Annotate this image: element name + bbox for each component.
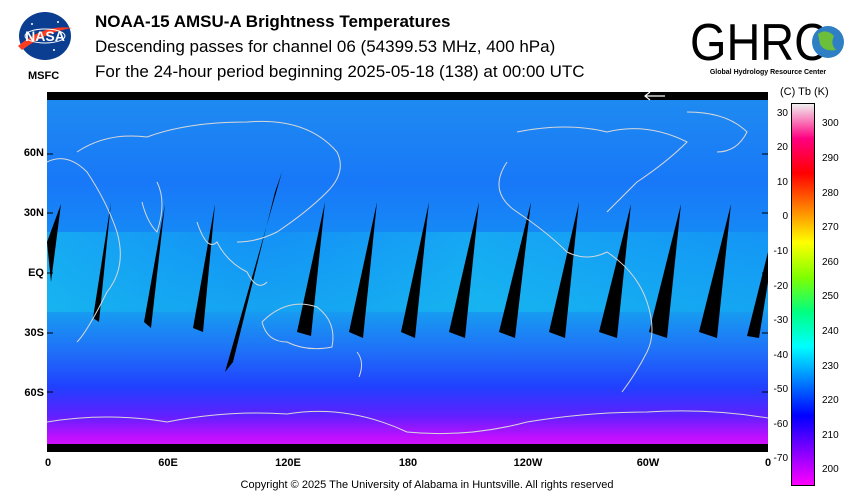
kelvin-label: 300 [822, 118, 839, 129]
lon-label: 120W [513, 457, 543, 469]
celsius-label: -30 [773, 315, 788, 326]
lat-label: 30S [24, 327, 44, 339]
kelvin-label: 210 [822, 430, 839, 441]
chart-period: For the 24-hour period beginning 2025-05… [95, 62, 585, 81]
swath-gaps [47, 172, 768, 372]
ghrc-logo-text: GHRC [690, 14, 828, 72]
ghrc-subtitle: Global Hydrology Resource Center [710, 69, 827, 76]
celsius-label: 10 [776, 177, 788, 188]
chart-title: NOAA-15 AMSU-A Brightness Temperatures [95, 12, 451, 31]
kelvin-label: 250 [822, 291, 839, 302]
nasa-logo: NASA [18, 12, 72, 60]
celsius-label: -20 [773, 281, 788, 292]
kelvin-label: 290 [822, 153, 839, 164]
celsius-label: -50 [773, 384, 788, 395]
celsius-label: -70 [773, 453, 788, 464]
colorbar-title: (C) Tb (K) [780, 86, 829, 98]
celsius-label: -40 [773, 350, 788, 361]
celsius-label: 0 [782, 211, 788, 222]
ghrc-logo: GHRC Global Hydrology Resource Center [690, 14, 844, 76]
arrow-icon [644, 92, 665, 101]
celsius-label: 30 [776, 108, 788, 119]
colorbar [791, 103, 815, 486]
msfc-label: MSFC [28, 70, 60, 82]
kelvin-label: 220 [822, 395, 839, 406]
kelvin-label: 280 [822, 188, 839, 199]
brightness-temperature-map [47, 92, 768, 452]
lon-label: 0 [44, 457, 52, 469]
kelvin-label: 240 [822, 326, 839, 337]
celsius-label: -10 [773, 246, 788, 257]
coastlines [47, 111, 768, 435]
lon-label: 60E [158, 457, 178, 469]
lat-label: 30N [23, 207, 44, 219]
kelvin-label: 230 [822, 361, 839, 372]
lat-label: EQ [28, 267, 44, 279]
kelvin-label: 200 [822, 464, 839, 475]
kelvin-label: 260 [822, 257, 839, 268]
copyright-notice: Copyright © 2025 The University of Alaba… [240, 479, 614, 491]
celsius-label: 20 [776, 142, 788, 153]
celsius-label: -60 [773, 419, 788, 430]
lat-label: 60S [24, 387, 44, 399]
lon-label: 120E [275, 457, 301, 469]
lat-label: 60N [23, 147, 44, 159]
chart-subtitle: Descending passes for channel 06 (54399.… [95, 37, 556, 56]
lon-label: 60W [636, 457, 660, 469]
lon-label: 0 [764, 457, 772, 469]
nasa-logo-text: NASA [25, 28, 65, 44]
lon-label: 180 [398, 457, 418, 469]
kelvin-label: 270 [822, 222, 839, 233]
